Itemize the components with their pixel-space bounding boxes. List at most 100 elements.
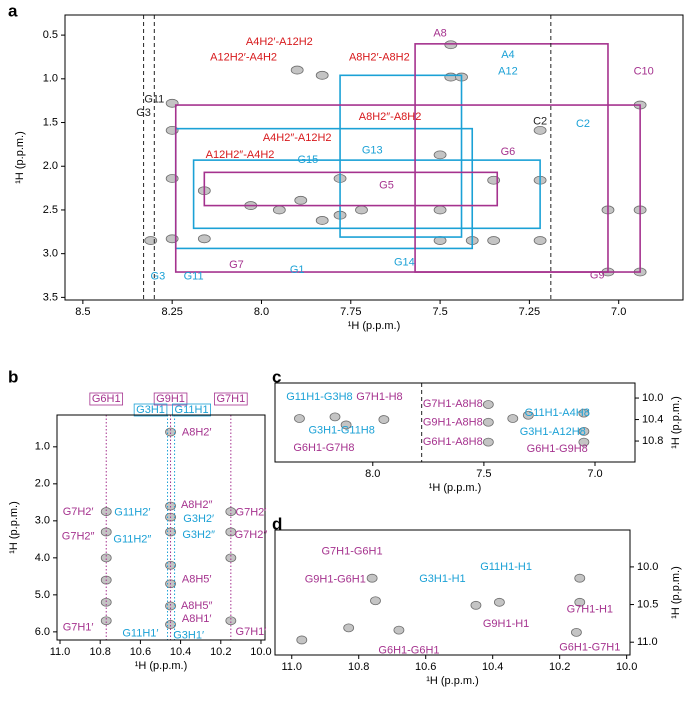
y-tick-label: 11.0 — [637, 636, 658, 648]
line-label: G9H1 — [156, 393, 185, 405]
peak-label: G7H1-A8H8 — [423, 398, 483, 410]
y-tick-label: 10.5 — [637, 598, 658, 610]
peak — [444, 40, 458, 50]
y-tick-label: 10.4 — [642, 413, 663, 425]
peak — [378, 415, 390, 424]
y-tick-label: 10.0 — [642, 392, 663, 404]
panel-letter: a — [8, 1, 18, 20]
plot-frame — [274, 382, 636, 463]
connectivity-box — [174, 104, 641, 273]
peak — [507, 414, 519, 423]
peak-label: C2 — [576, 118, 590, 130]
connectivity-box — [192, 159, 541, 230]
peak — [482, 417, 494, 427]
x-tick-label: 10.6 — [415, 661, 436, 673]
peak-label: G9H1-A8H8 — [423, 417, 483, 429]
peak-label: A12H2″-A4H2 — [206, 149, 275, 161]
peak-label: G1 — [290, 264, 305, 276]
y-tick-label: 2.5 — [43, 204, 58, 216]
peak — [165, 620, 176, 629]
peak-label: G3 — [136, 107, 151, 119]
peak — [296, 635, 308, 645]
peak — [225, 616, 237, 626]
peak-label: A4H2′-A12H2 — [246, 36, 313, 48]
peak — [482, 437, 494, 447]
peak — [355, 205, 368, 215]
peak-label: G7H2″ — [62, 531, 95, 543]
x-tick-label: 7.5 — [476, 468, 491, 480]
x-axis-label: ¹H (p.p.m.) — [429, 482, 482, 494]
y-tick-label: 4.0 — [35, 552, 50, 564]
x-tick-label: 10.0 — [616, 661, 637, 673]
x-tick-label: 7.75 — [340, 306, 361, 318]
x-tick-label: 10.8 — [348, 661, 369, 673]
peak-label: G13 — [362, 144, 383, 156]
y-tick-label: 0.5 — [43, 29, 58, 41]
peak-label: G7H1-G6H1 — [321, 546, 382, 558]
peak-label: G7 — [229, 259, 244, 271]
peak-label: G3 — [151, 270, 166, 282]
panel: a 8.5 8.25 8.0 7.75 7.5 7.25 7.0 0.5 1.0 1.5 2.0 2.5… — [8, 1, 684, 332]
peak-label: G7H2″ — [235, 529, 268, 541]
peak-label: A8H2′-A8H2 — [349, 52, 410, 64]
y-axis-label: ¹H (p.p.m.) — [670, 396, 682, 449]
peak — [294, 195, 308, 205]
peak-label: G6H1-A8H8 — [423, 436, 483, 448]
x-tick-label: 10.0 — [250, 646, 271, 658]
peak-label: G11H1-A4H8 — [525, 407, 590, 419]
peak — [370, 596, 381, 606]
peak — [533, 125, 547, 135]
peak-label: G9 — [590, 269, 605, 281]
peak-label: G7H1-H8 — [356, 391, 402, 403]
panel: d 11.0 10.8 10.6 10.4 10.2 10.0 10.0 10.5 11.0 ¹H … — [272, 514, 682, 686]
peak — [100, 507, 112, 516]
peak-label: A8H1′ — [182, 613, 212, 625]
peak-label: G6H1-G9H8 — [527, 443, 588, 455]
peak-label: G7H1-H1 — [567, 604, 613, 616]
peak — [343, 623, 355, 633]
peak-label: G3H1-G11H8 — [308, 425, 374, 437]
peak-label: A12 — [498, 66, 518, 78]
x-tick-label: 8.5 — [75, 306, 90, 318]
x-tick-label: 7.0 — [587, 468, 602, 480]
line-label-box — [89, 392, 124, 406]
peak-label: A4 — [501, 49, 514, 61]
peak — [571, 628, 582, 637]
plot-frame — [64, 14, 684, 301]
peak — [444, 72, 458, 82]
peak — [225, 507, 237, 516]
y-tick-label: 10.0 — [637, 561, 658, 573]
peak-label: G11 — [184, 270, 204, 282]
peak-label: G6H1-G6H1 — [378, 644, 439, 656]
peak-label: G3H2″ — [182, 529, 215, 541]
line-label-box — [214, 392, 248, 406]
peak-label: G6 — [501, 146, 516, 158]
x-tick-label: 10.2 — [210, 646, 231, 658]
peak — [290, 65, 304, 75]
x-tick-label: 11.0 — [281, 661, 302, 673]
connectivity-box — [414, 43, 609, 273]
x-axis-label: ¹H (p.p.m.) — [348, 320, 401, 332]
connectivity-box — [203, 171, 499, 207]
peak-label: G5 — [379, 179, 394, 191]
peak — [578, 408, 590, 418]
peak — [433, 150, 447, 160]
y-axis-label: ¹H (p.p.m.) — [670, 566, 682, 619]
peak — [329, 412, 341, 422]
peak — [315, 70, 329, 80]
peak — [100, 553, 112, 563]
y-tick-label: 6.0 — [35, 626, 50, 638]
plot-area — [100, 415, 237, 640]
peak-label: A12H2′-A4H2 — [210, 52, 277, 64]
y-axis-label: ¹H (p.p.m.) — [8, 501, 20, 554]
peak-label: G14 — [394, 256, 415, 268]
peak — [294, 414, 305, 423]
peak-label: G11H1-H1 — [480, 561, 532, 573]
line-label: G6H1 — [92, 393, 121, 405]
peak-label: G11H1′ — [122, 628, 158, 640]
y-tick-label: 1.5 — [43, 116, 58, 128]
y-tick-label: 1.0 — [35, 441, 50, 453]
